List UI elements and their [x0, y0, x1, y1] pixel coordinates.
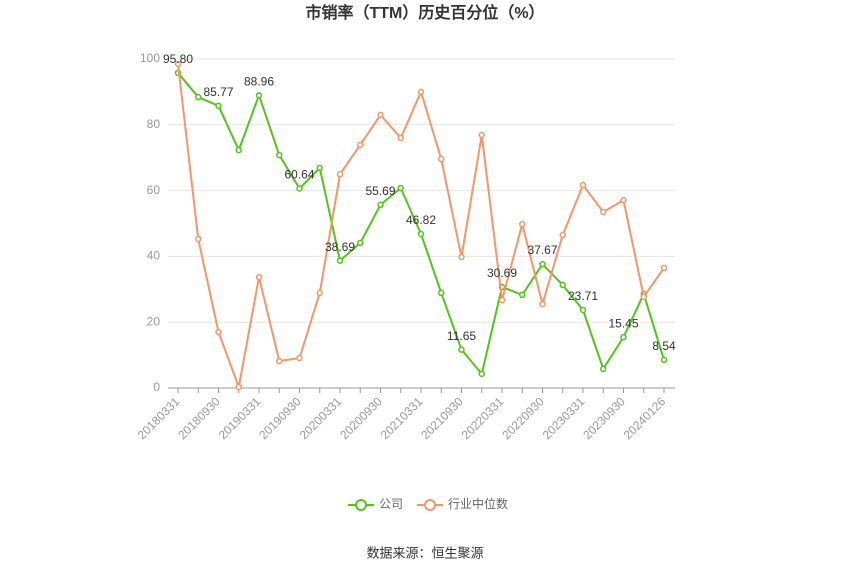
y-tick-label: 100 [140, 51, 160, 65]
point [519, 220, 526, 228]
point [559, 281, 566, 289]
x-tick-label: 20230331 [540, 394, 588, 442]
point [397, 184, 404, 192]
point [377, 111, 384, 119]
point [255, 273, 263, 281]
y-tick-label: 60 [147, 183, 161, 197]
x-tick-label: 20220331 [459, 394, 507, 442]
point [620, 333, 627, 341]
x-tick-label: 20190331 [216, 394, 264, 442]
point [660, 264, 668, 272]
x-tick-label: 20180930 [175, 394, 223, 442]
x-tick-label: 20210930 [418, 394, 466, 442]
y-tick-label: 80 [147, 117, 161, 131]
point [559, 231, 566, 239]
data-label: 38.69 [325, 240, 355, 254]
point [660, 356, 668, 364]
x-tick-label: 20240126 [621, 394, 669, 442]
point [397, 134, 404, 142]
data-label: 15.45 [608, 316, 638, 330]
x-tick-label: 20200930 [337, 394, 385, 442]
data-label: 46.82 [406, 213, 436, 227]
point [579, 181, 587, 189]
legend-marker [355, 499, 367, 511]
x-tick-label: 20190930 [256, 394, 304, 442]
data-label: 60.64 [284, 168, 314, 182]
y-tick-label: 0 [153, 380, 160, 394]
legend-label: 行业中位数 [448, 496, 508, 511]
point [600, 365, 607, 373]
x-tick-label: 20230930 [580, 394, 628, 442]
point [438, 155, 445, 163]
data-label: 8.54 [652, 339, 676, 353]
point [195, 235, 202, 243]
point [600, 208, 607, 216]
point [579, 306, 587, 314]
point [458, 346, 465, 353]
point [417, 230, 425, 238]
point [235, 383, 242, 391]
x-tick-label: 20180331 [135, 394, 183, 442]
data-label: 95.80 [163, 52, 193, 66]
point [174, 60, 182, 68]
x-tick-label: 20220930 [499, 394, 547, 442]
point [640, 293, 647, 301]
data-label: 23.71 [568, 289, 598, 303]
point [539, 300, 546, 308]
point [377, 201, 384, 209]
data-label: 88.96 [244, 74, 274, 88]
x-tick-label: 20200331 [297, 394, 345, 442]
point [316, 164, 323, 172]
point [336, 170, 344, 178]
chart-title: 市销率（TTM）历史百分位（%） [305, 3, 544, 22]
data-label: 55.69 [365, 184, 395, 198]
y-tick-label: 40 [147, 249, 161, 263]
point [276, 357, 283, 365]
point [620, 196, 627, 204]
data-label: 11.65 [447, 329, 476, 343]
y-tick-label: 20 [147, 314, 161, 328]
point [498, 296, 506, 304]
point [519, 291, 526, 299]
point [458, 253, 465, 261]
point [539, 260, 546, 268]
point [438, 289, 445, 297]
point [478, 370, 485, 378]
point [296, 354, 303, 362]
point [296, 185, 303, 192]
legend-label: 公司 [379, 497, 403, 511]
legend-marker [424, 499, 437, 511]
point [195, 93, 202, 101]
data-label: 37.67 [527, 243, 557, 257]
point [255, 92, 263, 99]
source: 数据来源：恒生聚源 [366, 545, 483, 560]
point [478, 131, 485, 139]
point [417, 88, 425, 96]
point [235, 146, 242, 154]
point [336, 257, 344, 264]
point [215, 328, 222, 336]
point [276, 151, 283, 159]
x-tick-label: 20210331 [378, 394, 426, 442]
data-label: 30.69 [487, 266, 517, 280]
point [357, 239, 364, 247]
point [357, 141, 364, 149]
point [215, 102, 222, 110]
data-label: 85.77 [203, 85, 233, 99]
point [316, 289, 323, 297]
